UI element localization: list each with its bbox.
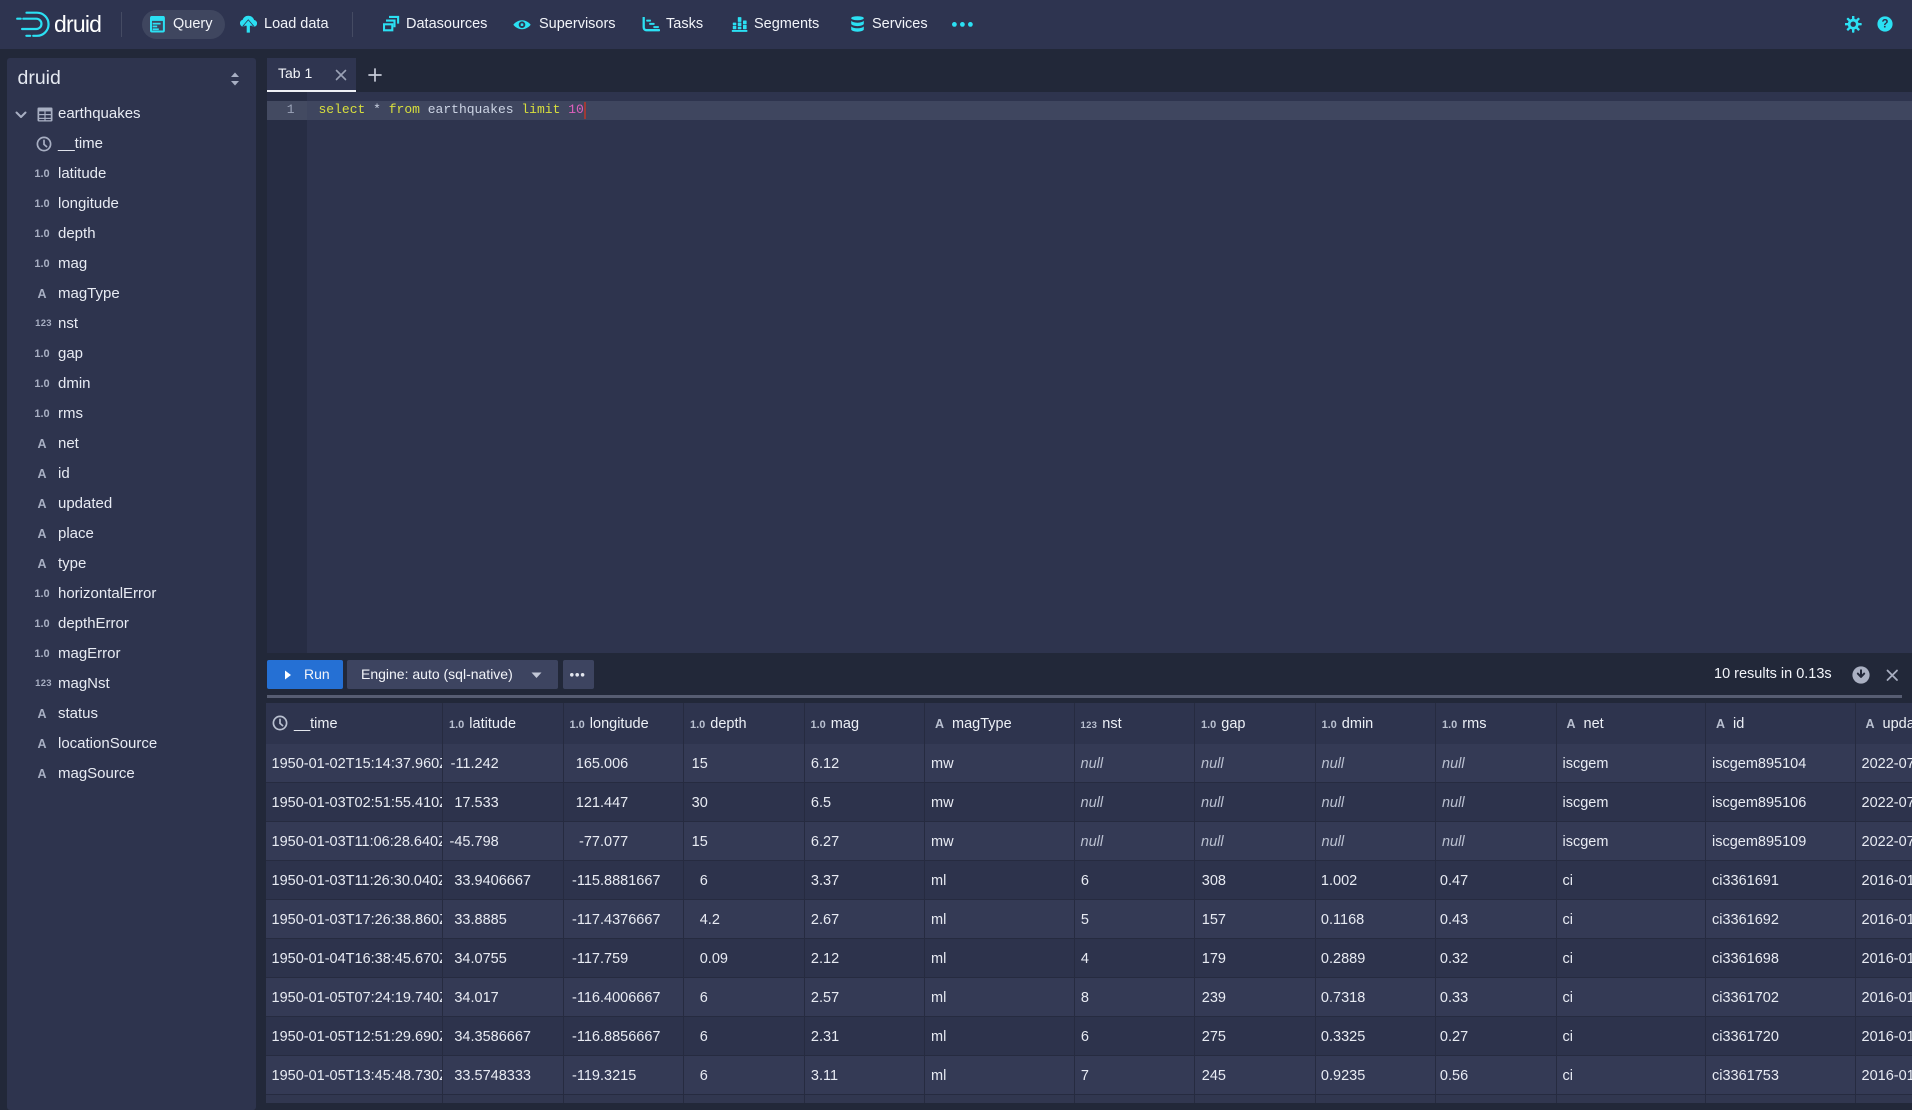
svg-text:?: ? — [1881, 19, 1888, 31]
